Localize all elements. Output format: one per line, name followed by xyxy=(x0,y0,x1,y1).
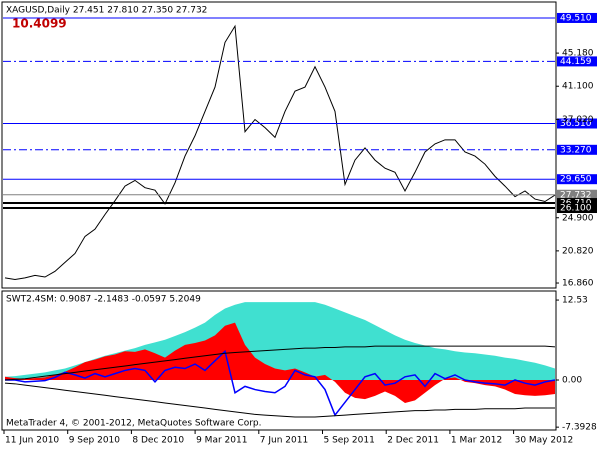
level-label-box xyxy=(557,56,597,67)
y-tick-label: 0.00 xyxy=(562,375,582,385)
level-label: 36.510 xyxy=(560,119,592,129)
level-label-box xyxy=(557,174,597,185)
x-tick-label: 1 Mar 2012 xyxy=(451,436,502,446)
level-label-box xyxy=(557,203,597,214)
level-label: 44.159 xyxy=(560,57,592,67)
level-label: 27.732 xyxy=(560,190,592,200)
indicator-line xyxy=(4,382,555,418)
level-label-box xyxy=(557,118,597,129)
y-tick-label: 16.860 xyxy=(562,279,594,289)
y-tick-label: 37.020 xyxy=(562,115,594,125)
copyright: MetaTrader 4, © 2001-2012, MetaQuotes So… xyxy=(6,419,262,429)
level-label: 29.650 xyxy=(560,175,592,185)
y-tick-label: 20.820 xyxy=(562,246,594,256)
y-tick-label: -7.3928 xyxy=(562,423,597,433)
y-tick-label: 24.900 xyxy=(562,213,594,223)
x-tick-label: 7 Jun 2011 xyxy=(260,436,308,446)
chart-subtitle: 10.4099 xyxy=(12,17,67,31)
level-label-box xyxy=(557,144,597,155)
y-tick-label: 41.100 xyxy=(562,82,594,92)
level-label-box xyxy=(557,189,597,200)
level-label: 33.270 xyxy=(560,145,592,155)
x-tick-label: 11 Jun 2010 xyxy=(5,436,59,446)
x-tick-label: 8 Dec 2010 xyxy=(132,436,184,446)
x-tick-label: 5 Sep 2011 xyxy=(324,436,375,446)
level-label: 49.510 xyxy=(560,13,592,23)
x-tick-label: 9 Mar 2011 xyxy=(196,436,247,446)
indicator-line xyxy=(4,345,556,381)
x-tick-label: 9 Sep 2010 xyxy=(69,436,121,446)
y-tick-label: 12.53 xyxy=(562,296,588,306)
indicator-title: SWT2.4SM: 0.9087 -2.1483 -0.0597 5.2049 xyxy=(6,295,201,305)
y-tick-label: 45.180 xyxy=(562,49,594,59)
chart-title: XAGUSD,Daily 27.451 27.810 27.350 27.732 xyxy=(6,6,207,16)
indicator-area xyxy=(5,322,555,403)
x-tick-label: 30 May 2012 xyxy=(515,436,574,446)
indicator-line xyxy=(5,349,556,417)
main-pane xyxy=(1,1,557,289)
level-label-box xyxy=(557,12,597,23)
level-label: 26.100 xyxy=(560,204,592,214)
x-tick-label: 2 Dec 2011 xyxy=(387,436,439,446)
